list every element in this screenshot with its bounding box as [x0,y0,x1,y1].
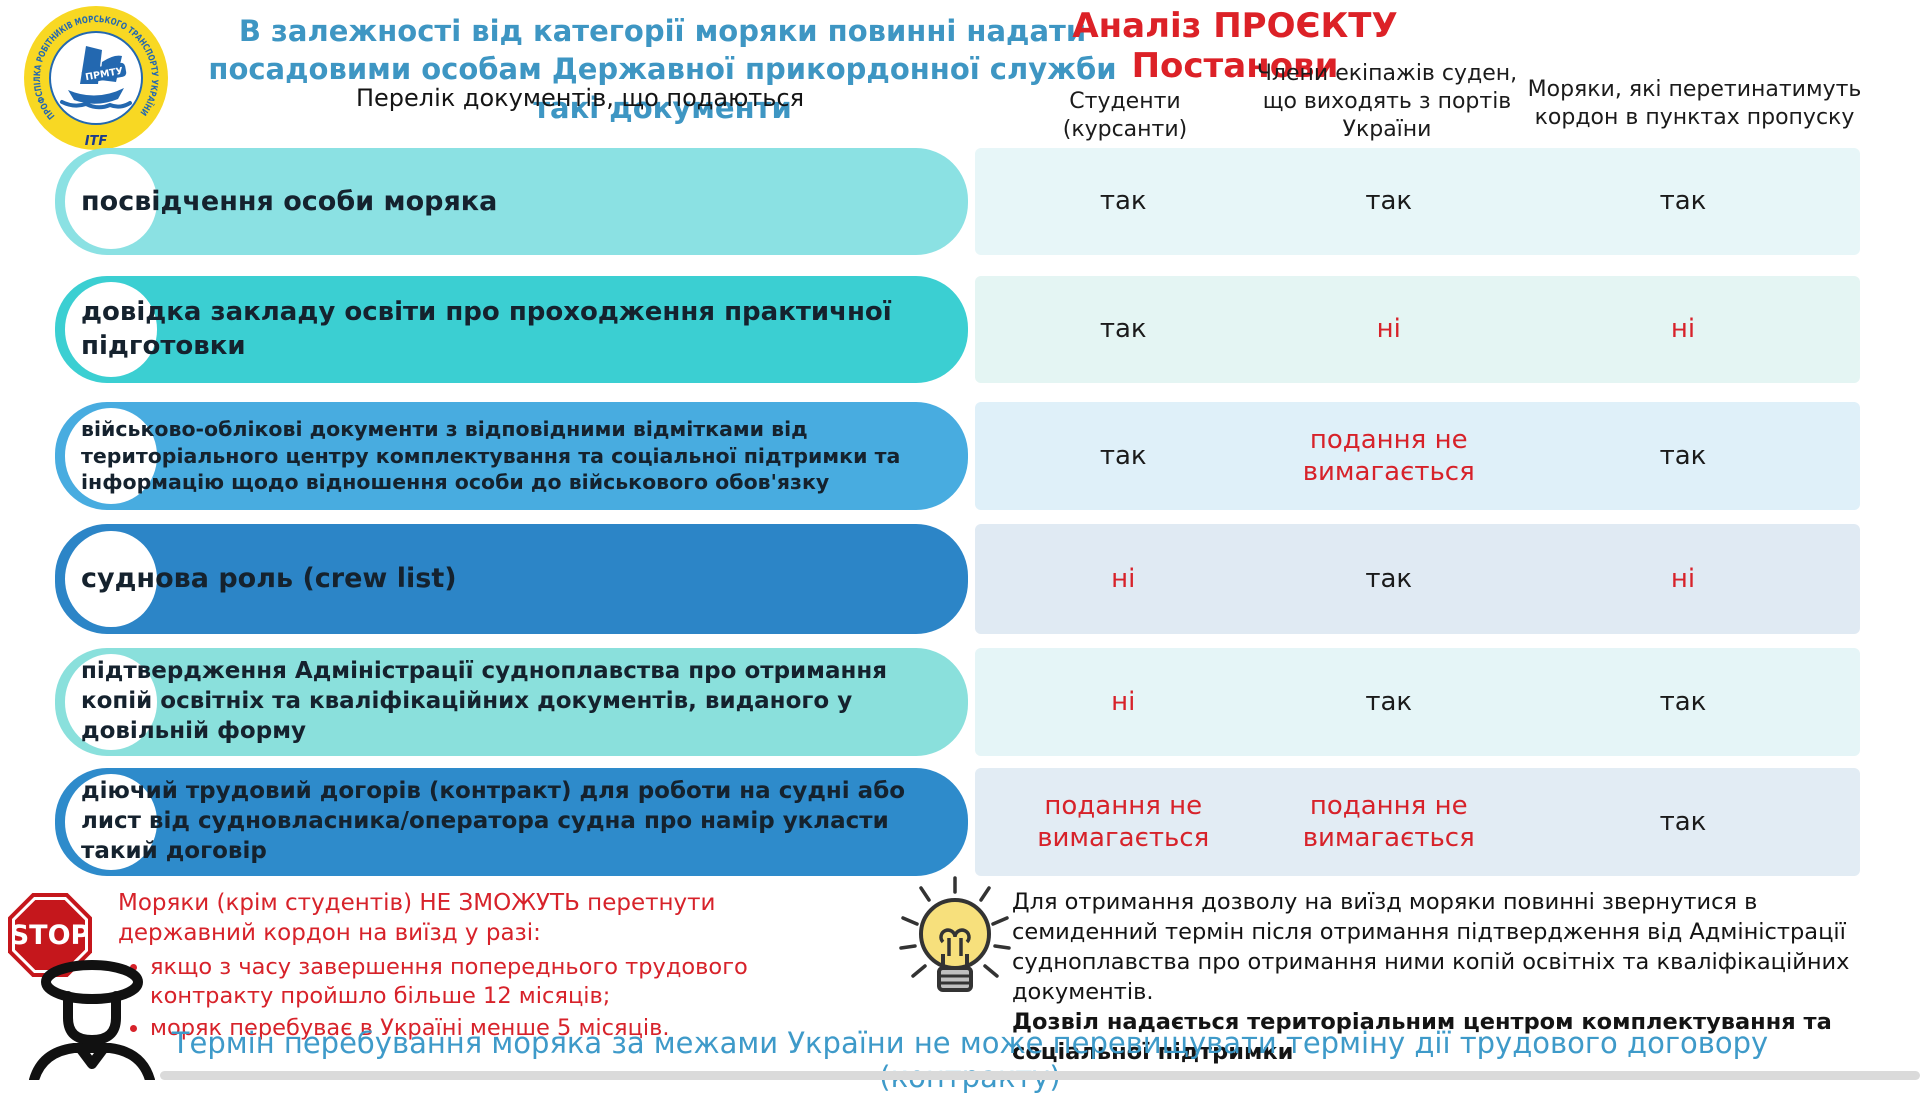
answer-cell: подання не вимагається [1037,790,1210,854]
document-label: суднова роль (crew list) [81,563,457,595]
document-label: довідка закладу освіти про проходження п… [81,296,892,361]
document-row-pill: посвідчення особи моряка [55,148,968,255]
pill-bubble [65,654,157,750]
answers-row: подання не вимагається подання не вимага… [975,768,1860,876]
answer-cell: так [1365,563,1413,594]
pill-bubble [65,774,157,870]
answers-row: ні так ні [975,524,1860,634]
info-text: Для отримання дозволу на виїзд моряки по… [1012,889,1850,1005]
document-label: військово-облікові документи з відповідн… [81,417,901,495]
document-label: діючий трудовий догорів (контракт) для р… [81,778,906,864]
stop-sign-inner: STOP [15,900,85,970]
answers-row: так ні ні [975,276,1860,383]
document-label: посвідчення особи моряка [81,185,498,217]
pill-bubble [65,530,157,628]
answers-row: ні так так [975,648,1860,756]
bottom-divider [160,1071,1920,1080]
pill-bubble [65,282,157,377]
document-row-pill: довідка закладу освіти про проходження п… [55,276,968,383]
warning-bullet: моряк перебуває в Україні менше 5 місяці… [150,1014,766,1044]
lightbulb-icon [893,876,1017,1012]
answer-cell: так [1099,314,1147,345]
answer-cell: ні [1670,563,1696,594]
document-row-pill: військово-облікові документи з відповідн… [55,402,968,510]
analysis-title: Аналіз ПРОЄКТУ Постанови [1072,6,1398,86]
answer-cell: ні [1111,686,1136,717]
column-header-students: Студенти (курсанти) [1062,89,1188,142]
answer-cell: подання не вимагається [1302,790,1475,854]
pill-bubble [65,408,157,504]
answer-cell: ні [1670,314,1696,345]
union-logo-image: ПРОФСПІЛКА РОБІТНИКІВ МОРСЬКОГО ТРАНСПОР… [24,6,168,150]
warning-title: Моряки (крім студентів) НЕ ЗМОЖУТЬ перет… [118,890,716,947]
answer-cell: подання не вимагається [1302,424,1475,488]
info-text-bold: Дозвіл надається територіальним центром … [1012,1008,1832,1065]
document-row-pill: суднова роль (crew list) [55,524,968,634]
answers-row: так подання не вимагається так [975,402,1860,510]
answer-cell: так [1659,686,1707,717]
logo-itf-text: ITF [85,134,108,149]
pill-bubble [65,154,157,249]
answer-cell: так [1099,440,1147,471]
document-row-pill: діючий трудовий догорів (контракт) для р… [55,768,968,876]
ship-icon: ПРМТУ [60,46,132,110]
answer-cell: так [1659,186,1707,217]
warning-block: Моряки (крім студентів) НЕ ЗМОЖУТЬ перет… [118,888,766,1046]
stop-sign-label: STOP [9,919,91,951]
union-logo: ПРОФСПІЛКА РОБІТНИКІВ МОРСЬКОГО ТРАНСПОР… [22,4,170,152]
column-header-crewmembers: Члени екіпажів суден, що виходять з порт… [1256,61,1518,142]
warning-bullet: якщо з часу завершення попереднього труд… [150,953,766,1012]
column-header-seafarers: Моряки, які перетинатимуть кордон в пунк… [1527,77,1862,130]
document-row-pill: підтвердження Адміністрації судноплавств… [55,648,968,756]
answer-cell: так [1365,686,1413,717]
answer-cell: так [1659,806,1707,837]
page-title: В залежності від категорії моряки повинн… [208,14,1117,125]
info-block: Для отримання дозволу на виїзд моряки по… [1012,888,1892,1068]
warning-list: якщо з часу завершення попереднього труд… [150,953,766,1044]
answers-row: так так так [975,148,1860,255]
answer-cell: ні [1111,563,1136,594]
document-label: підтвердження Адміністрації судноплавств… [81,658,888,744]
answer-cell: так [1365,186,1413,217]
sailor-icon [22,958,162,1085]
bottom-statement: Термін перебування моряка за межами Укра… [171,1026,1769,1094]
answer-cell: так [1099,186,1147,217]
table-caption: Перелік документів, що подаються [355,84,805,112]
answer-cell: ні [1376,314,1401,345]
answer-cell: так [1659,440,1707,471]
